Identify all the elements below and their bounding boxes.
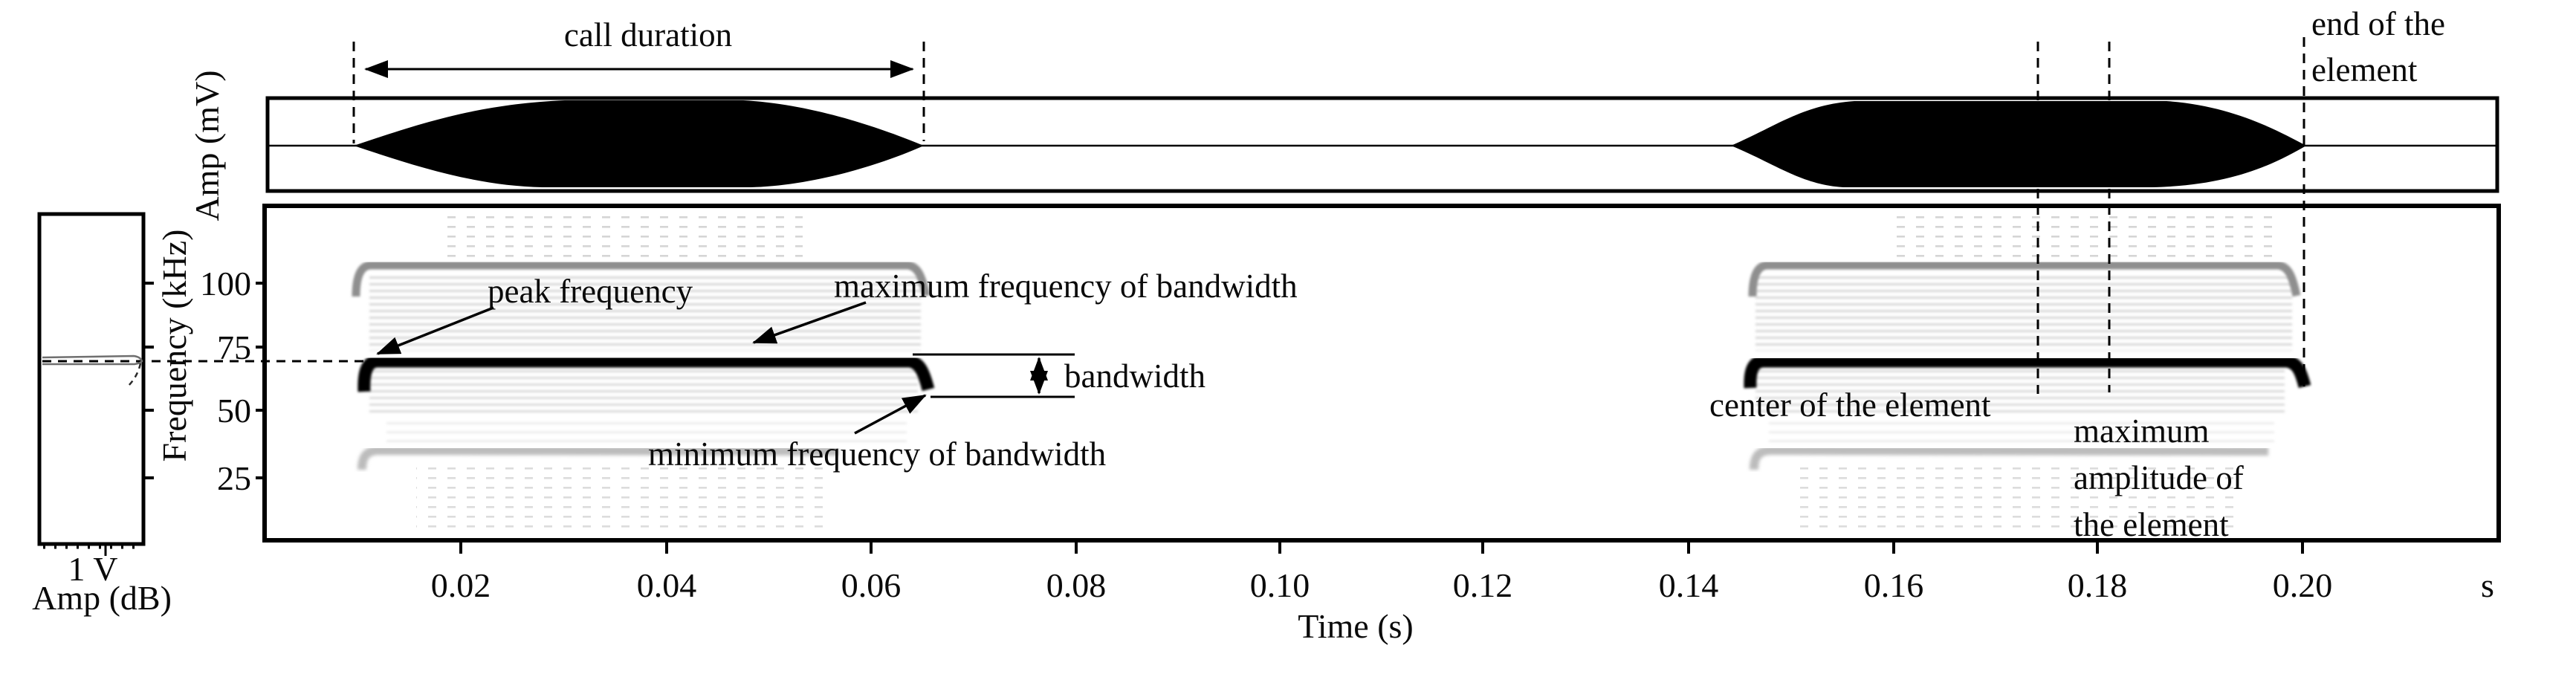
call-duration-label: call duration <box>564 16 732 54</box>
harmonic-stripes-faint-1 <box>386 416 907 447</box>
freq-label-50: 50 <box>217 392 251 430</box>
time-label-0.18: 0.18 <box>2068 566 2128 604</box>
max-frequency-label: maximum frequency of bandwidth <box>834 268 1298 305</box>
max-amplitude-label-line1: maximum <box>2074 412 2209 450</box>
lower-band-1 <box>357 445 839 470</box>
frequency-ticks <box>143 282 266 479</box>
spectrogram-element1-texture <box>352 216 935 532</box>
time-label-0.14: 0.14 <box>1659 566 1719 604</box>
bandwidth-label: bandwidth <box>1064 357 1206 395</box>
center-of-element-label: center of the element <box>1709 386 1991 424</box>
max-frequency-arrow <box>752 301 867 344</box>
spectrum-scale-label: 1 V <box>68 550 118 588</box>
freq-label-100: 100 <box>200 265 251 302</box>
harmonic-stripes-upper-1 <box>369 272 921 351</box>
speckle-bottom-2 <box>1799 467 2245 532</box>
time-label-0.04: 0.04 <box>637 566 697 604</box>
fundamental-band-1 <box>357 354 935 392</box>
end-of-element-label-line2: element <box>2311 51 2418 88</box>
speckle-top-1 <box>446 216 803 263</box>
frequency-ylabel: Frequency (kHz) <box>155 230 193 462</box>
time-label-0.20: 0.20 <box>2273 566 2333 604</box>
freq-label-75: 75 <box>217 328 251 366</box>
time-label-0.08: 0.08 <box>1046 566 1107 604</box>
peak-frequency-arrow <box>376 306 494 355</box>
power-spectrum-curve <box>42 354 143 366</box>
min-frequency-arrow <box>854 394 927 435</box>
oscillogram-panel <box>265 96 2499 193</box>
time-ticks <box>459 540 2304 554</box>
time-axis-label: Time (s) <box>1298 607 1414 645</box>
speckle-top-2 <box>1888 216 2274 263</box>
spectrogram-element2-texture <box>1744 216 2311 532</box>
harmonic-stripes-lower-2 <box>1755 370 2285 415</box>
time-label-0.02: 0.02 <box>431 566 491 604</box>
oscillogram-ylabel: Amp (mV) <box>188 70 226 221</box>
end-of-element-label-line1: end of the <box>2311 5 2445 42</box>
spectrum-xlabel: Amp (dB) <box>32 579 172 617</box>
time-label-0.16: 0.16 <box>1864 566 1924 604</box>
min-frequency-label: minimum frequency of bandwidth <box>648 435 1106 473</box>
waveform-envelope-2 <box>1731 101 2306 187</box>
harmonic-stripes-upper-2 <box>1755 272 2292 351</box>
waveform-envelope-1 <box>354 100 924 187</box>
lower-band-2 <box>1750 445 2269 470</box>
upper-harmonic-band-1 <box>352 261 931 297</box>
power-spectrum-panel <box>37 212 146 546</box>
speckle-bottom-1 <box>416 467 832 532</box>
time-label-0.12: 0.12 <box>1453 566 1513 604</box>
time-label-0.10: 0.10 <box>1250 566 1310 604</box>
max-amplitude-label-line3: the element <box>2074 506 2229 543</box>
power-spectrum-decay-curve <box>126 363 142 388</box>
max-amplitude-label-line2: amplitude of <box>2074 459 2244 496</box>
spectrogram-panel <box>262 204 2501 543</box>
fundamental-band-2 <box>1744 354 2311 389</box>
harmonic-stripes-faint-2 <box>1769 416 2274 447</box>
time-unit-label: s <box>2481 566 2494 604</box>
peak-frequency-label: peak frequency <box>488 273 693 310</box>
freq-label-25: 25 <box>217 459 251 497</box>
time-label-0.06: 0.06 <box>841 566 902 604</box>
upper-harmonic-band-2 <box>1748 261 2301 297</box>
harmonic-stripes-lower-1 <box>369 370 918 415</box>
